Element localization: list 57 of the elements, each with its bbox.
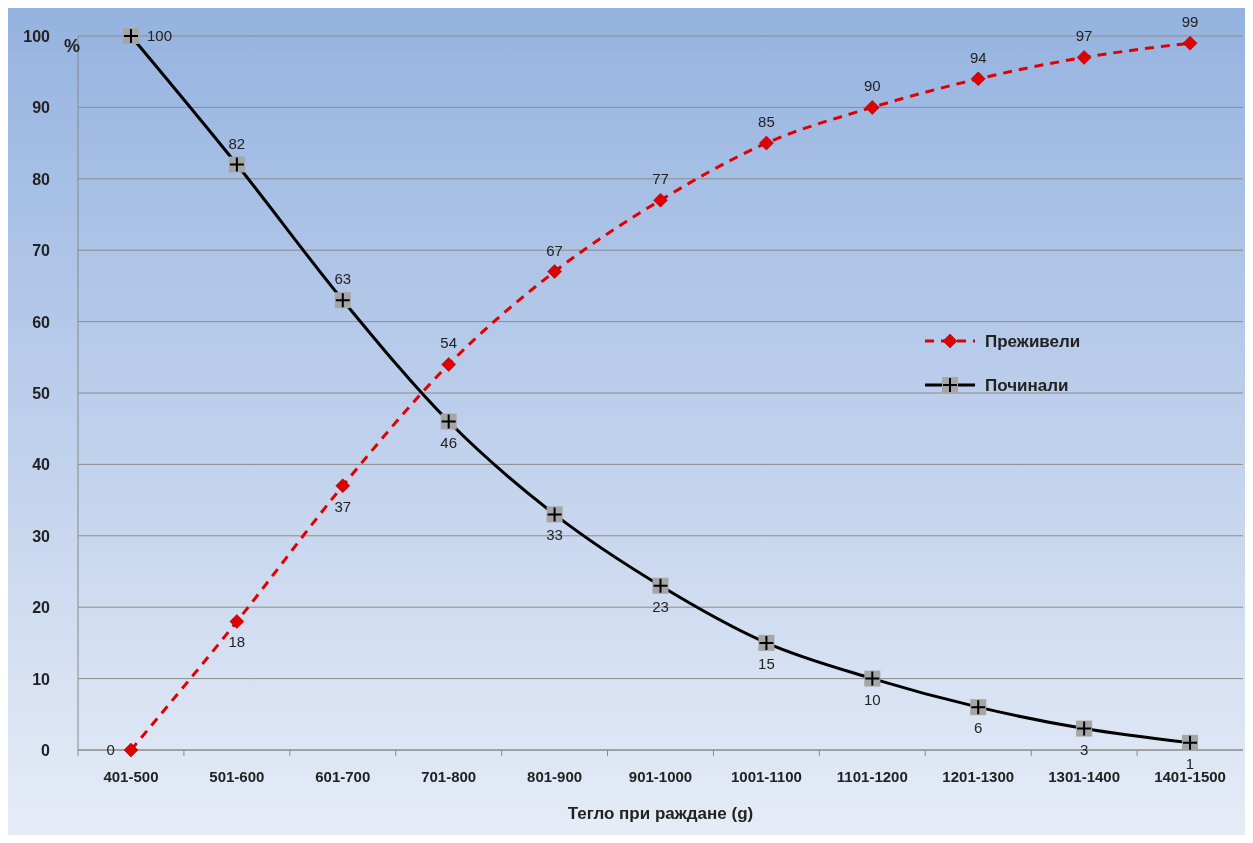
- data-label: 37: [334, 497, 352, 515]
- point: [1182, 35, 1198, 51]
- data-label: 77: [652, 170, 669, 188]
- x-tick-label: 801-900: [527, 768, 583, 785]
- data-label: 85: [758, 113, 775, 131]
- data-label: 6: [974, 719, 983, 737]
- x-tick-label: 501-600: [209, 768, 265, 785]
- data-label: 94: [969, 48, 987, 66]
- data-label: 10: [863, 690, 881, 708]
- x-tick-label: 1201-1300: [942, 768, 1015, 785]
- point: [229, 614, 245, 629]
- data-label: 18: [228, 633, 246, 651]
- point: [653, 192, 668, 208]
- y-tick-label: 70: [32, 242, 51, 260]
- x-tick-label: 701-800: [421, 768, 477, 785]
- y-axis-title: %: [63, 36, 81, 56]
- data-label: 46: [440, 433, 458, 451]
- data-label: 100: [146, 27, 172, 44]
- y-tick-label: 10: [32, 670, 51, 688]
- data-label: 97: [1075, 27, 1093, 45]
- data-label: 15: [758, 654, 775, 672]
- point: [970, 71, 986, 87]
- legend-label: Починали: [985, 376, 1069, 395]
- y-tick-label: 60: [32, 313, 51, 331]
- y-tick-label: 50: [32, 385, 51, 402]
- point: [759, 135, 774, 151]
- point: [547, 264, 562, 279]
- point: [1076, 50, 1092, 65]
- y-tick-label: 40: [32, 456, 51, 474]
- x-tick-label: 901-1000: [628, 768, 693, 785]
- legend-label: Преживели: [985, 332, 1081, 351]
- data-label: 99: [1181, 13, 1199, 31]
- x-tick-label: 1001-1100: [730, 768, 802, 785]
- data-label: 67: [546, 241, 563, 259]
- y-tick-label: 100: [23, 28, 51, 45]
- data-label: 63: [334, 270, 352, 288]
- x-tick-label: 601-700: [315, 768, 371, 785]
- y-tick-label: 0: [41, 742, 51, 759]
- y-tick-label: 90: [32, 99, 51, 117]
- x-tick-label: 1101-1200: [836, 768, 908, 785]
- data-label: 90: [863, 77, 881, 95]
- x-tick-label: 401-500: [103, 768, 159, 785]
- y-tick-label: 30: [32, 527, 51, 545]
- data-label: 23: [652, 597, 669, 615]
- data-label: 33: [546, 526, 563, 544]
- data-label: 82: [228, 134, 246, 152]
- y-tick-label: 80: [32, 170, 51, 188]
- x-tick-label: 1301-1400: [1048, 768, 1120, 785]
- point: [865, 100, 880, 115]
- data-label: 54: [440, 334, 458, 352]
- point: [123, 742, 139, 758]
- x-axis-title: Тегло при раждане (g): [567, 804, 754, 823]
- point: [335, 478, 351, 494]
- y-tick-label: 20: [32, 599, 51, 617]
- data-label: 3: [1079, 740, 1089, 758]
- point: [441, 357, 456, 372]
- data-label: 0: [106, 741, 115, 758]
